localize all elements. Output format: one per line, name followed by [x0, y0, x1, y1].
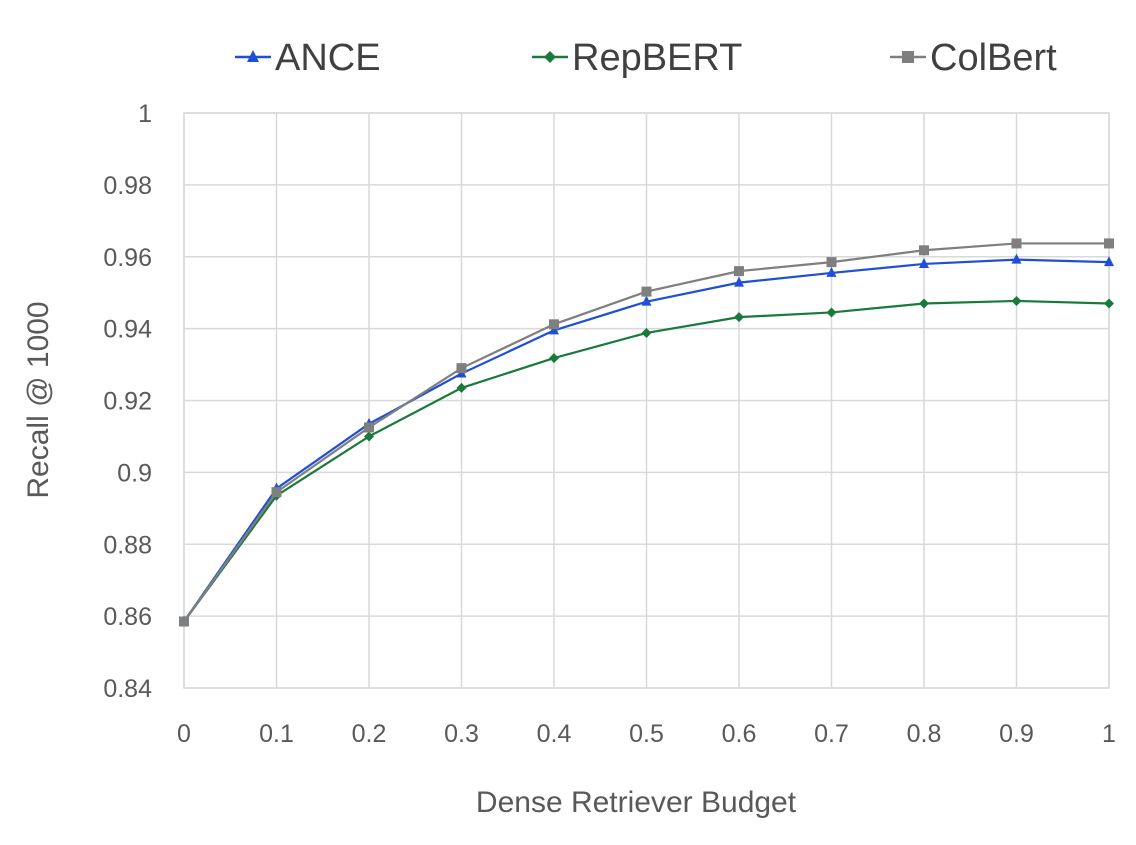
x-tick-label: 0.9	[999, 720, 1034, 748]
data-point-colbert	[1104, 238, 1114, 249]
grid	[183, 112, 1110, 689]
legend-marker-repbert	[544, 51, 556, 63]
legend: ANCE RepBERT ColBert	[235, 37, 1057, 79]
data-point-ance	[1011, 253, 1022, 264]
x-tick-label: 0.4	[537, 720, 572, 748]
data-point-colbert	[179, 616, 189, 627]
legend-label-repbert: RepBERT	[572, 37, 742, 79]
y-tick-label: 1	[138, 100, 152, 128]
plot-frame	[183, 112, 1110, 689]
y-tick-label: 0.94	[103, 316, 152, 344]
x-tick-label: 0.7	[814, 720, 849, 748]
y-axis-title: Recall @ 1000	[22, 301, 55, 498]
data-point-repbert	[1011, 295, 1022, 306]
legend-item-repbert: RepBERT	[532, 37, 742, 79]
data-point-ance	[919, 257, 929, 268]
x-tick-label: 0.3	[444, 720, 479, 748]
legend-label-colbert: ColBert	[930, 37, 1057, 79]
data-point-ance	[549, 324, 559, 335]
data-point-ance	[1104, 256, 1114, 267]
data-point-repbert	[734, 312, 744, 323]
x-tick-label: 0.2	[352, 720, 387, 748]
x-tick-label: 0.1	[259, 720, 294, 748]
y-tick-label: 0.9	[117, 459, 152, 487]
x-tick-label: 1	[1102, 720, 1116, 748]
x-tick-label: 0.8	[907, 720, 942, 748]
data-point-repbert	[549, 353, 559, 364]
data-point-colbert	[919, 245, 929, 256]
data-point-repbert	[641, 327, 652, 338]
data-point-repbert	[826, 307, 837, 318]
data-point-colbert	[734, 266, 744, 277]
series-layer	[179, 238, 1114, 627]
data-point-colbert	[456, 363, 467, 374]
legend-label-ance: ANCE	[275, 37, 381, 79]
x-tick-label: 0	[177, 720, 191, 748]
y-tick-label: 0.88	[103, 531, 152, 559]
y-tick-label: 0.84	[103, 675, 152, 703]
y-tick-label: 0.96	[103, 244, 152, 272]
data-point-repbert	[1104, 298, 1114, 309]
x-tick-label: 0.6	[722, 720, 757, 748]
y-tick-label: 0.86	[103, 603, 152, 631]
data-point-colbert	[364, 422, 374, 433]
x-tick-label: 0.5	[629, 720, 664, 748]
legend-item-colbert: ColBert	[890, 37, 1057, 79]
y-tick-label: 0.98	[103, 172, 152, 200]
data-point-ance	[826, 266, 837, 277]
data-point-repbert	[919, 298, 929, 309]
data-point-repbert	[456, 382, 467, 393]
series-colbert	[179, 238, 1114, 627]
y-tick-label: 0.92	[103, 388, 152, 416]
data-point-ance	[734, 276, 744, 287]
data-point-colbert	[549, 319, 559, 330]
legend-marker-ance	[247, 50, 259, 62]
data-point-colbert	[641, 286, 652, 297]
data-point-colbert	[271, 487, 282, 498]
legend-marker-colbert	[902, 51, 914, 63]
series-repbert	[179, 295, 1114, 627]
x-axis-ticks: 0 0.1 0.2 0.3 0.4 0.5 0.6 0.7 0.8 0.9 1	[177, 720, 1116, 748]
data-point-ance	[641, 295, 652, 306]
y-axis-ticks: 0.84 0.86 0.88 0.9 0.92 0.94 0.96 0.98 1	[103, 100, 152, 703]
x-axis-title: Dense Retriever Budget	[476, 786, 797, 819]
legend-item-ance: ANCE	[235, 37, 381, 79]
data-point-colbert	[1011, 238, 1022, 249]
data-point-colbert	[826, 257, 837, 268]
data-point-repbert	[364, 431, 374, 442]
